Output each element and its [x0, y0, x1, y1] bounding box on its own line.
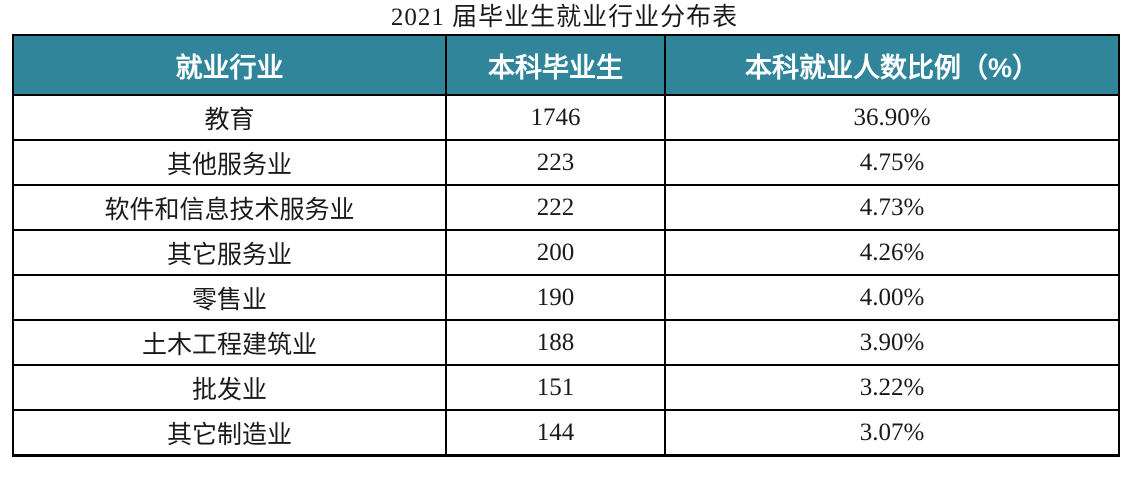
cell-ratio: 36.90%: [664, 94, 1120, 141]
table-row: 其他服务业 223 4.75%: [12, 139, 1120, 186]
cell-ratio: 4.73%: [664, 184, 1120, 231]
cell-graduates: 151: [445, 364, 666, 411]
cell-ratio: 3.07%: [664, 409, 1120, 457]
cell-ratio: 4.26%: [664, 229, 1120, 276]
table-row: 土木工程建筑业 188 3.90%: [12, 319, 1120, 366]
cell-graduates: 144: [445, 409, 666, 457]
cell-graduates: 200: [445, 229, 666, 276]
table-header-row: 就业行业 本科毕业生 本科就业人数比例（%）: [12, 34, 1120, 96]
column-header-ratio: 本科就业人数比例（%）: [664, 34, 1120, 96]
cell-industry: 其他服务业: [12, 139, 447, 186]
cell-graduates: 223: [445, 139, 666, 186]
cell-graduates: 188: [445, 319, 666, 366]
cell-ratio: 4.75%: [664, 139, 1120, 186]
table-row: 零售业 190 4.00%: [12, 274, 1120, 321]
table-row: 其它制造业 144 3.07%: [12, 409, 1120, 457]
column-header-industry: 就业行业: [12, 34, 447, 96]
table-row: 软件和信息技术服务业 222 4.73%: [12, 184, 1120, 231]
column-header-graduates: 本科毕业生: [445, 34, 666, 96]
table-row: 批发业 151 3.22%: [12, 364, 1120, 411]
table-row: 教育 1746 36.90%: [12, 94, 1120, 141]
cell-graduates: 222: [445, 184, 666, 231]
cell-graduates: 1746: [445, 94, 666, 141]
employment-industry-table: 就业行业 本科毕业生 本科就业人数比例（%） 教育 1746 36.90% 其他…: [12, 34, 1120, 457]
cell-graduates: 190: [445, 274, 666, 321]
cell-industry: 其它服务业: [12, 229, 447, 276]
cell-ratio: 4.00%: [664, 274, 1120, 321]
page-title: 2021 届毕业生就业行业分布表: [390, 4, 739, 31]
cell-industry: 软件和信息技术服务业: [12, 184, 447, 231]
cell-industry: 零售业: [12, 274, 447, 321]
cell-industry: 其它制造业: [12, 409, 447, 457]
cell-ratio: 3.22%: [664, 364, 1120, 411]
cell-ratio: 3.90%: [664, 319, 1120, 366]
table-row: 其它服务业 200 4.26%: [12, 229, 1120, 276]
cell-industry: 教育: [12, 94, 447, 141]
cell-industry: 土木工程建筑业: [12, 319, 447, 366]
cell-industry: 批发业: [12, 364, 447, 411]
